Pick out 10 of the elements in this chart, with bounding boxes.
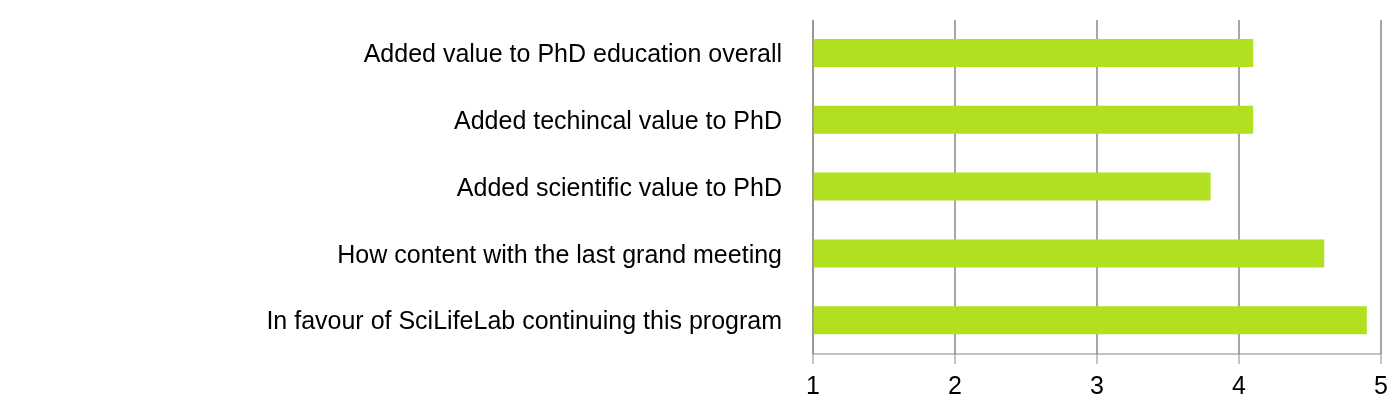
x-tick-label: 4 <box>1232 370 1247 399</box>
x-tick-label: 2 <box>948 370 962 399</box>
x-tick-label: 3 <box>1090 370 1104 399</box>
y-tick-label: Added techincal value to PhD <box>454 106 782 135</box>
y-tick-label: How content with the last grand meeting <box>337 239 782 268</box>
x-tick-label: 1 <box>806 370 820 399</box>
y-tick-label: In favour of SciLifeLab continuing this program <box>266 306 782 335</box>
x-tick-label: 5 <box>1374 370 1388 399</box>
y-tick-label: Added value to PhD education overall <box>363 39 782 68</box>
y-tick-label: Added scientific value to PhD <box>456 172 782 201</box>
